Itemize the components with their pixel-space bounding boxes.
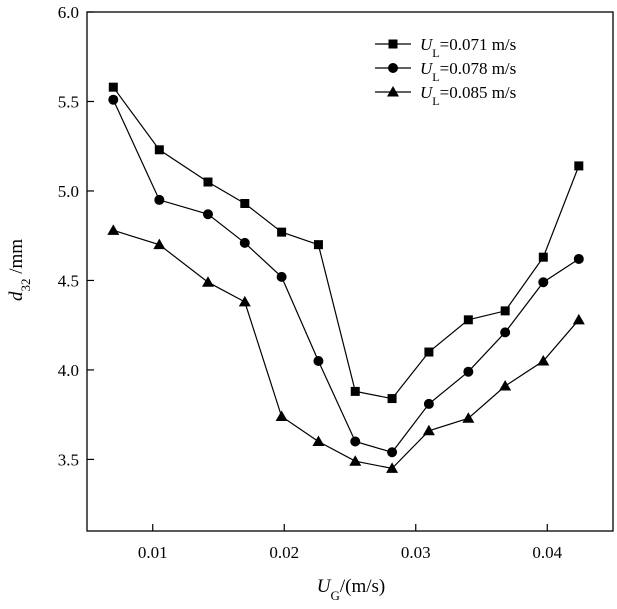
series-group xyxy=(107,82,585,473)
label-subscript: L xyxy=(432,94,439,108)
series-1-point xyxy=(154,145,164,155)
y-tick-label: 4.0 xyxy=(58,361,79,380)
y-tick-label: 5.5 xyxy=(58,92,79,111)
label-subscript: G xyxy=(330,588,339,603)
series-3-point xyxy=(275,410,288,421)
legend-marker xyxy=(387,86,399,97)
x-tick-label: 0.01 xyxy=(138,543,168,562)
y-tick-label: 3.5 xyxy=(58,450,79,469)
series-1-point xyxy=(574,161,584,171)
series-1-point xyxy=(538,252,548,262)
series-3-point xyxy=(238,295,251,307)
legend-label: UL=0.071 m/s xyxy=(420,35,516,60)
legend-entry-2: UL=0.078 m/s xyxy=(375,59,516,84)
series-3 xyxy=(107,224,585,473)
series-1-point xyxy=(387,394,397,404)
series-1-point xyxy=(424,347,434,357)
series-2-point xyxy=(463,366,474,377)
legend-marker xyxy=(388,63,398,73)
label-unit: /mm xyxy=(6,239,27,279)
plot-frame xyxy=(86,11,614,532)
series-1-line xyxy=(112,86,580,400)
axis-ticks: 0.01 0.02 0.03 0.04 3.5 4.0 4.5 5.0 5.5 6.0 xyxy=(58,3,563,562)
series-2-point xyxy=(239,237,250,248)
series-2-point xyxy=(573,253,584,264)
series-3-point xyxy=(537,354,550,366)
x-tick-label: 0.04 xyxy=(532,543,562,562)
series-1-point xyxy=(277,227,287,237)
y-tick-label: 4.5 xyxy=(58,271,79,290)
label-subscript: L xyxy=(432,70,439,84)
series-1-point xyxy=(350,386,360,396)
legend: UL=0.071 m/sUL=0.078 m/sUL=0.085 m/s xyxy=(375,35,516,108)
series-2-point xyxy=(538,277,549,288)
legend-label: UL=0.078 m/s xyxy=(420,59,516,84)
label-unit: /(m/s) xyxy=(340,576,385,597)
series-3-point xyxy=(572,313,585,325)
series-1-point xyxy=(240,198,250,208)
y-tick-label: 5.0 xyxy=(58,182,79,201)
series-3-point xyxy=(312,435,325,447)
y-tick-label: 6.0 xyxy=(58,3,79,22)
x-axis-label: UG/(m/s) xyxy=(317,576,386,603)
label-subscript: 32 xyxy=(18,279,33,292)
label-symbol: U xyxy=(317,576,332,597)
legend-entry-3: UL=0.085 m/s xyxy=(375,83,516,108)
legend-marker xyxy=(388,39,398,49)
legend-entry-1: UL=0.071 m/s xyxy=(375,35,516,60)
label-unit: =0.078 m/s xyxy=(440,59,517,78)
series-2-point xyxy=(500,327,511,338)
label-symbol: U xyxy=(420,35,434,54)
series-2-line xyxy=(112,99,580,453)
series-2-point xyxy=(202,209,213,220)
series-3-point xyxy=(462,412,475,423)
series-1-point xyxy=(203,177,213,187)
series-2-point xyxy=(423,398,434,409)
series-1 xyxy=(108,82,584,404)
y-axis-label: d32 /mm xyxy=(6,239,33,301)
series-3-point xyxy=(201,276,214,287)
series-3-point xyxy=(107,224,120,235)
plot-area-border xyxy=(86,11,614,532)
series-2-point xyxy=(108,94,119,105)
label-symbol: d xyxy=(6,291,27,301)
x-tick-label: 0.03 xyxy=(401,543,431,562)
series-2-point xyxy=(350,436,361,447)
label-symbol: U xyxy=(420,59,434,78)
label-symbol: U xyxy=(420,83,434,102)
series-3-point xyxy=(386,462,399,473)
series-2-point xyxy=(387,447,398,458)
label-subscript: L xyxy=(432,46,439,60)
series-3-point xyxy=(153,238,166,250)
series-3-point xyxy=(422,424,435,436)
series-3-point xyxy=(349,455,362,466)
series-3-line xyxy=(113,229,580,470)
series-2-point xyxy=(154,194,165,205)
series-2-point xyxy=(276,271,287,282)
series-2-point xyxy=(313,355,324,366)
x-tick-label: 0.02 xyxy=(269,543,299,562)
series-3-point xyxy=(499,380,512,391)
label-unit: =0.085 m/s xyxy=(440,83,517,102)
label-unit: =0.071 m/s xyxy=(440,35,517,54)
series-1-point xyxy=(108,82,118,92)
series-1-point xyxy=(463,315,473,325)
series-1-point xyxy=(500,306,510,316)
series-1-point xyxy=(313,240,323,250)
legend-label: UL=0.085 m/s xyxy=(420,83,516,108)
series-2 xyxy=(108,94,584,458)
